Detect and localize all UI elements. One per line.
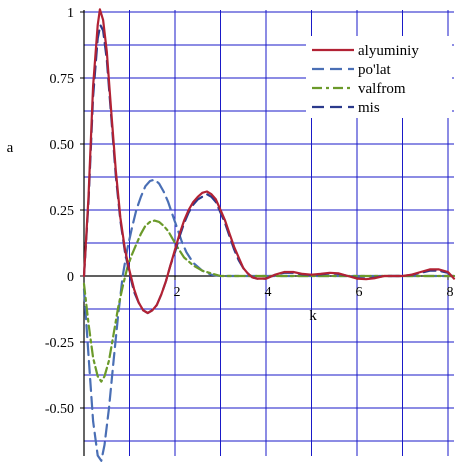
y-tick-label: 0	[67, 270, 74, 285]
y-tick-label: 0.75	[50, 72, 75, 87]
legend-label: po'lat	[358, 62, 392, 78]
series-line-polat	[84, 180, 454, 461]
x-tick-label: 4	[265, 285, 272, 300]
x-tick-label: 2	[174, 285, 181, 300]
series-line-valfrom	[84, 221, 454, 382]
y-tick-label: 0.25	[50, 204, 75, 219]
x-tick-label: 6	[356, 285, 363, 300]
legend-label: alyuminiy	[358, 43, 419, 59]
y-tick-label: -0.50	[45, 402, 74, 417]
y-axis-label: a	[7, 140, 14, 156]
y-tick-label: 0.50	[50, 138, 75, 153]
legend-label: mis	[358, 100, 380, 116]
y-tick-label: -0.25	[45, 336, 74, 351]
legend: alyuminiy po'lat valfrom mis	[306, 36, 452, 118]
x-tick-label: 8	[447, 285, 454, 300]
legend-label: valfrom	[358, 81, 406, 97]
x-axis-label: k	[309, 308, 317, 324]
y-tick-label: 1	[67, 6, 74, 21]
